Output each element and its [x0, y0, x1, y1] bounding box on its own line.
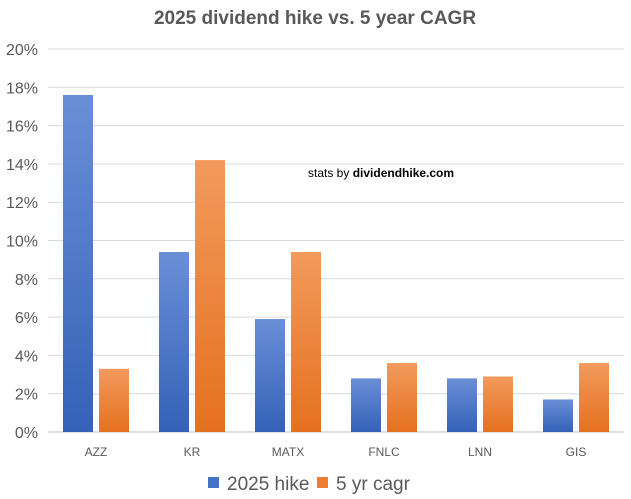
bar-gis-cagr: [579, 363, 609, 432]
legend-label-hike: 2025 hike: [227, 474, 309, 495]
bar-azz-cagr: [99, 368, 129, 432]
y-tick-label: 8%: [15, 272, 38, 289]
legend-swatch-hike: [208, 477, 219, 488]
x-category-label: LNN: [468, 445, 492, 459]
x-axis: AZZ KR MATX FNLC LNN GIS: [85, 445, 587, 459]
bar-fnlc-hike: [351, 378, 381, 432]
y-axis: 0% 2% 4% 6% 8% 10% 12% 14% 16% 18% 20%: [6, 42, 38, 442]
annotation: stats by dividendhike.com: [308, 166, 454, 180]
bars: [63, 94, 609, 433]
chart-title: 2025 dividend hike vs. 5 year CAGR: [154, 8, 476, 29]
bar-kr-cagr: [195, 160, 225, 432]
gridlines: [48, 48, 624, 433]
bar-matx-cagr: [291, 251, 321, 432]
bar-matx-hike: [255, 319, 285, 432]
y-tick-label: 4%: [15, 348, 38, 365]
annotation-prefix: stats by: [308, 166, 353, 180]
annotation-site: dividendhike.com: [353, 166, 454, 180]
y-tick-label: 2%: [15, 387, 38, 404]
x-category-label: MATX: [272, 445, 304, 459]
y-tick-label: 10%: [6, 234, 38, 251]
y-tick-label: 12%: [6, 195, 38, 212]
legend: 2025 hike 5 yr cagr: [208, 474, 411, 495]
y-tick-label: 6%: [15, 310, 38, 327]
y-tick-label: 0%: [15, 425, 38, 442]
y-tick-label: 20%: [6, 42, 38, 59]
x-category-label: AZZ: [85, 445, 108, 459]
y-tick-label: 18%: [6, 80, 38, 97]
bar-fnlc-cagr: [387, 363, 417, 432]
bar-kr-hike: [159, 251, 189, 432]
y-tick-label: 14%: [6, 157, 38, 174]
x-category-label: GIS: [566, 445, 587, 459]
y-tick-label: 16%: [6, 119, 38, 136]
bar-lnn-hike: [447, 378, 477, 432]
bar-gis-hike: [543, 399, 573, 432]
x-category-label: KR: [184, 445, 201, 459]
legend-label-cagr: 5 yr cagr: [336, 474, 411, 495]
bar-lnn-cagr: [483, 376, 513, 432]
bar-azz-hike: [63, 94, 93, 433]
legend-swatch-cagr: [317, 477, 328, 488]
x-category-label: FNLC: [368, 445, 400, 459]
